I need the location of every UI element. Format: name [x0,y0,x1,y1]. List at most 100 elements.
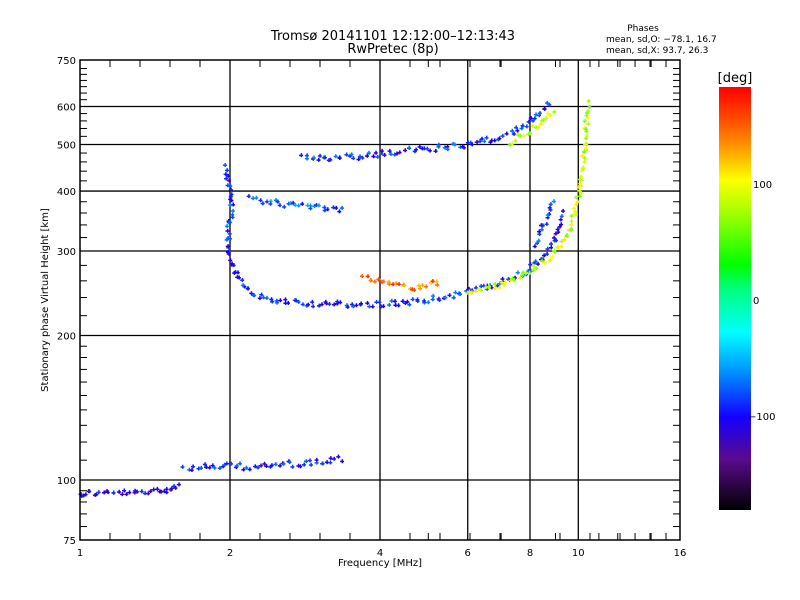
data-point [549,258,551,263]
data-point [531,123,534,128]
data-point [543,253,545,258]
data-point [330,456,332,461]
data-point [352,304,355,309]
data-point [255,195,258,200]
data-point [579,177,581,182]
data-point [323,205,326,210]
data-point [538,231,541,236]
data-point [535,125,537,130]
data-point [471,142,473,147]
data-point [232,208,234,213]
data-point [231,212,234,217]
data-point [232,202,235,207]
data-point [208,465,211,470]
data-point [502,279,504,284]
data-point [98,490,100,495]
data-point [406,299,409,304]
data-point [514,275,516,280]
data-point [486,286,488,291]
data-point [368,150,370,155]
data-point [557,229,560,234]
data-point [346,303,348,308]
data-point [125,492,128,497]
data-point [403,283,406,288]
data-point [329,157,332,162]
data-point [262,295,265,300]
data-point [297,203,300,208]
data-point [265,464,268,469]
data-point [520,126,523,131]
data-point [468,286,470,291]
data-point [377,277,380,282]
data-point [254,464,257,469]
data-point [80,491,82,496]
data-point [418,283,420,288]
data-point [223,462,226,467]
data-point [559,224,561,229]
data-point [480,288,483,293]
data-point [394,299,396,304]
data-point [570,227,573,232]
data-point [538,125,540,130]
data-point [372,304,374,309]
data-point [419,286,422,291]
data-point [516,128,519,133]
data-point [337,454,340,459]
data-point [461,144,464,149]
data-point [575,195,577,200]
data-point [415,147,417,152]
data-point [283,461,285,466]
data-point [192,464,194,469]
data-point [517,270,519,275]
data-point [279,298,282,303]
colorbar [719,87,751,510]
data-point [375,150,377,155]
data-point [290,201,292,206]
data-point [311,299,314,304]
data-point [284,297,287,302]
data-point [336,299,339,304]
data-point [550,241,552,246]
data-point [430,280,432,285]
y-tick-label: 200 [57,332,76,343]
data-point [136,489,138,494]
data-point [279,463,281,468]
data-point [426,146,429,151]
data-point [152,487,155,492]
data-point [459,292,462,297]
data-point [227,250,229,255]
data-point [370,278,372,283]
data-point [413,287,416,292]
y-tick-label: 600 [57,103,76,114]
data-point [230,194,232,199]
data-point [509,142,511,147]
data-point [266,199,268,204]
data-point [259,198,262,203]
data-point [544,260,546,265]
data-point [529,262,532,267]
data-point [352,156,355,161]
data-point [374,279,376,284]
data-point [318,303,320,308]
data-point [260,463,262,468]
data-point [494,138,496,143]
data-point [322,461,324,466]
data-point [538,238,540,243]
data-point [380,151,383,156]
data-point [587,99,590,104]
data-point [585,136,588,141]
data-point [292,200,294,205]
data-point [511,141,514,146]
data-point [483,283,485,288]
data-point [118,489,120,494]
data-point [288,460,291,465]
data-point [243,284,246,289]
data-point [345,152,348,157]
data-point [541,227,543,232]
data-point [402,282,405,287]
data-point [580,174,582,179]
data-point [547,212,549,217]
data-point [499,281,501,286]
stats-x-mode: mean, sd,X: 93.7, 26.3 [606,46,708,56]
data-point [555,238,558,243]
